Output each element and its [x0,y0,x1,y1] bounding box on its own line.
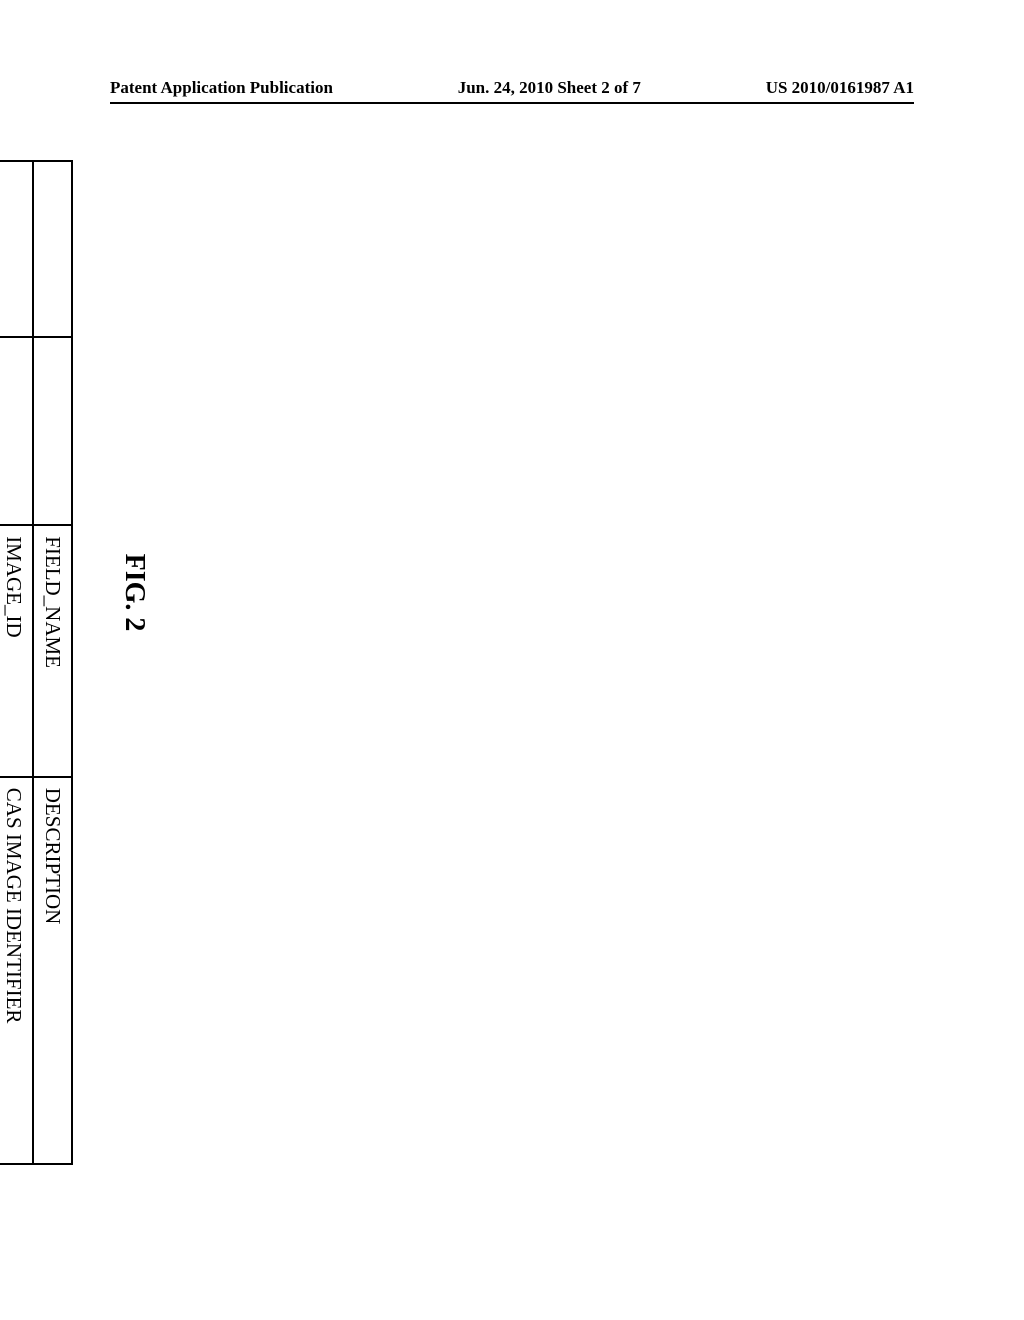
field-cell: IMAGE_ID [0,525,33,777]
table-row: IMAGE_LIST IMAGE_ITEM1 IMAGE_ID CAS IMAG… [0,161,33,1164]
data-table: FIELD_NAME DESCRIPTION IMAGE_LIST IMAGE_… [0,160,73,1165]
header-divider [110,102,914,104]
header-blank-2 [33,337,72,525]
item1-label: IMAGE_ITEM1 [0,337,33,525]
header-right: US 2010/0161987 A1 [766,78,914,98]
table-header-row: FIELD_NAME DESCRIPTION [33,161,72,1164]
figure-container: FIG. 2 FIELD_NAME DESCRIPTION IMAGE_LIST… [0,160,150,1165]
header-description: DESCRIPTION [33,777,72,1164]
figure-title: FIG. 2 [118,20,150,1165]
header-center: Jun. 24, 2010 Sheet 2 of 7 [458,78,641,98]
header-blank-1 [33,161,72,337]
group-label: IMAGE_LIST [0,161,33,337]
header-field-name: FIELD_NAME [33,525,72,777]
desc-cell: CAS IMAGE IDENTIFIER [0,777,33,1164]
